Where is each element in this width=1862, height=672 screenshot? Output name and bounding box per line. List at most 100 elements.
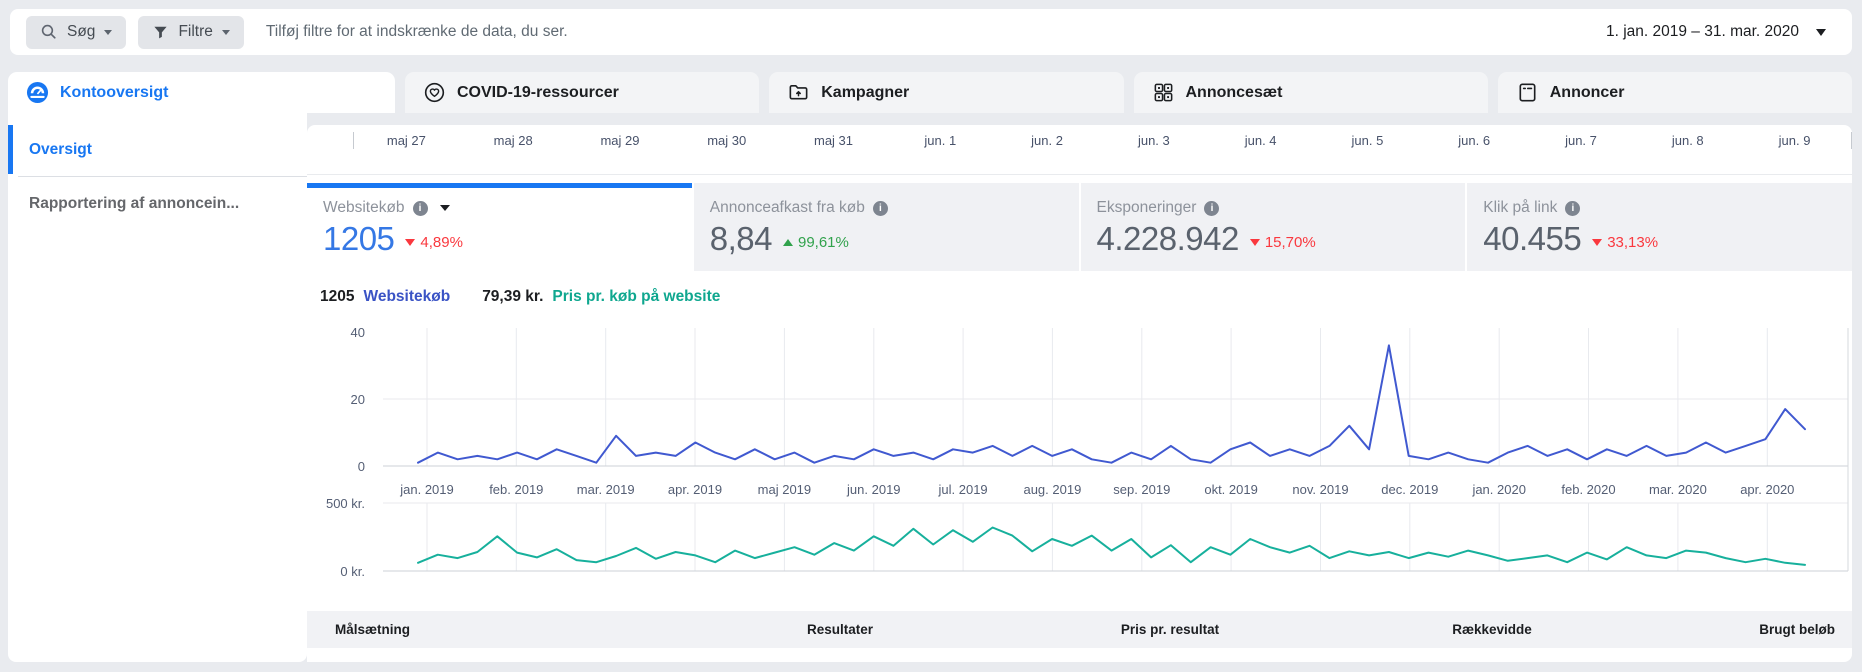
svg-text:sep. 2019: sep. 2019 [1113,482,1170,497]
timeline-date: jun. 2 [1031,132,1063,148]
tab-annoncer[interactable]: Annoncer [1497,72,1852,113]
metric-card-websitekøb[interactable]: Websitekøb i 1205 4,89% [307,183,692,271]
svg-text:apr. 2019: apr. 2019 [668,482,722,497]
column-header-resultater: Resultater [806,622,874,637]
divider [307,174,1852,175]
svg-text:40: 40 [351,325,365,340]
tab-annoncesæt[interactable]: Annoncesæt [1133,72,1488,113]
metric-label: Websitekøb [323,199,405,216]
chevron-down-icon[interactable] [439,205,450,211]
timeline-date: maj 31 [814,132,854,148]
metric-value: 8,84 [709,220,773,257]
svg-text:jun. 2019: jun. 2019 [846,482,901,497]
metric-delta: 99,61% [782,234,849,251]
tab-label: Annoncer [1549,83,1625,101]
tab-label: Annoncesæt [1185,83,1283,101]
grid-icon [1152,81,1175,104]
svg-text:500 kr.: 500 kr. [326,496,365,511]
search-button[interactable]: Søg [26,15,127,49]
gauge-icon [26,81,49,104]
metric-label-row: Klik på link i [1483,199,1852,217]
chevron-down-icon [221,29,230,35]
divider [18,176,307,177]
metric-value-row: 1205 4,89% [323,220,692,258]
timeline-date: maj 30 [707,132,747,148]
search-icon [40,23,58,41]
tab-label: Kampagner [821,83,910,101]
tab-kontooversigt[interactable]: Kontooversigt [8,72,395,113]
metric-value: 40.455 [1483,220,1582,257]
svg-text:apr. 2020: apr. 2020 [1740,482,1794,497]
tab-label: COVID-19-ressourcer [457,83,619,101]
date-range-label: 1. jan. 2019 – 31. mar. 2020 [1605,23,1799,40]
metric-card-eksponeringer[interactable]: Eksponeringer i 4.228.942 15,70% [1078,183,1466,271]
date-range-selector[interactable]: 1. jan. 2019 – 31. mar. 2020 [1606,23,1836,41]
document-icon [1516,81,1539,104]
metric-value-row: 8,84 99,61% [710,220,1079,258]
metric-delta: 33,13% [1592,234,1658,251]
info-icon[interactable]: i [412,200,428,216]
timeline-date: maj 27 [386,132,426,148]
info-icon[interactable]: i [872,200,888,216]
search-button-label: Søg [67,23,96,40]
overview-panel: maj 27 maj 28 maj 29 maj 30 maj 31 jun. 1 jun.… [307,125,1852,662]
filters-button[interactable]: Filtre [138,15,244,49]
legend-purchases-value: 1205 [320,288,355,305]
metric-delta: 15,70% [1249,234,1316,251]
performance-chart: jan. 2019 feb. 2019 mar. 2019 apr. 2019 maj … [326,325,1849,579]
timeline-date: jun. 1 [924,132,957,148]
metric-label-row: Annonceafkast fra køb i [710,199,1079,217]
tab-kampagner[interactable]: Kampagner [769,72,1124,113]
metric-card-annonceafkast-fra-køb[interactable]: Annonceafkast fra køb i 8,84 99,61% [691,183,1079,271]
timeline-date: jun. 7 [1565,132,1597,148]
timeline-date: jun. 5 [1351,132,1384,148]
tab-bar: Kontooversigt COVID-19-ressourcer Kampagne… [8,72,1852,113]
tab-label: Kontooversigt [60,83,169,101]
timeline-header: maj 27 maj 28 maj 29 maj 30 maj 31 jun. 1 jun.… [353,127,1852,153]
toolbar: Søg Filtre Tilføj filtre for at indskræn… [10,9,1852,55]
metric-label-row: Websitekøb i [323,199,692,217]
timeline-date: maj 28 [493,132,533,148]
sidebar-item-oversigt[interactable]: Oversigt [8,123,307,176]
heart-circle-icon [423,81,446,104]
legend-cost-label: Pris pr. køb på website [552,288,721,305]
metric-value-row: 4.228.942 15,70% [1097,220,1466,258]
legend-cost-value: 79,39 kr. [482,288,544,305]
svg-text:maj 2019: maj 2019 [758,482,811,497]
timeline-date: jun. 6 [1458,132,1491,148]
timeline-date: jun. 9 [1778,132,1811,148]
sidebar-item-label: Oversigt [29,140,92,158]
metric-value-row: 40.455 33,13% [1483,220,1852,258]
chevron-down-icon [104,29,113,35]
info-icon[interactable]: i [1204,200,1220,216]
arrow-up-icon [782,238,793,246]
filters-button-label: Filtre [178,23,213,40]
filter-funnel-icon [152,24,169,41]
svg-text:feb. 2020: feb. 2020 [1561,482,1615,497]
arrow-down-icon [1592,238,1603,246]
timeline-date: jun. 3 [1137,132,1170,148]
metric-cards: Websitekøb i 1205 4,89% Annonceafkast fra kø… [307,183,1852,271]
table-header-row: Målsætning Resultater Pris pr. resultat Ræk… [307,611,1852,648]
metric-card-klik-på-link[interactable]: Klik på link i 40.455 33,13% [1465,183,1852,271]
filter-hint: Tilføj filtre for at indskrænke de data,… [265,23,568,40]
column-header-pris-pr-resultat: Pris pr. resultat [1120,622,1220,637]
arrow-down-icon [405,238,416,246]
info-icon[interactable]: i [1565,200,1581,216]
svg-text:mar. 2020: mar. 2020 [1649,482,1707,497]
metric-label: Eksponeringer [1096,199,1197,216]
timeline-date: maj 29 [600,132,640,148]
svg-text:0: 0 [358,459,365,474]
column-header-målsætning: Målsætning [335,622,411,637]
sidebar: Oversigt Rapportering af annoncein... [8,113,307,662]
metric-label-row: Eksponeringer i [1097,199,1466,217]
chevron-down-icon [1816,28,1826,36]
svg-text:jul. 2019: jul. 2019 [938,482,988,497]
metric-value: 4.228.942 [1096,220,1240,257]
column-header-brugt-beløb: Brugt beløb [1759,622,1835,637]
metric-label: Annonceafkast fra køb [709,199,865,216]
tab-covid-19-ressourcer[interactable]: COVID-19-ressourcer [405,72,760,113]
sidebar-item-rapportering[interactable]: Rapportering af annoncein... [8,177,307,230]
svg-text:jan. 2019: jan. 2019 [399,482,454,497]
